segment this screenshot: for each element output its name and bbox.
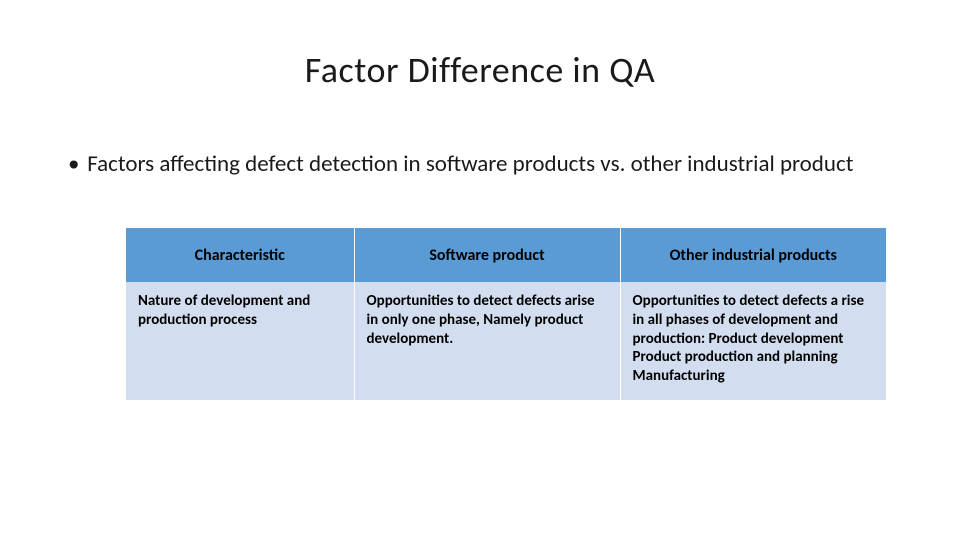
table-cell-software: Opportunities to detect defects arise in… — [354, 282, 620, 400]
comparison-table: Characteristic Software product Other in… — [126, 228, 886, 400]
table-header-cell: Other industrial products — [620, 228, 886, 282]
slide: Factor Difference in QA • Factors affect… — [0, 0, 960, 540]
table-header-row: Characteristic Software product Other in… — [126, 228, 886, 282]
table-row: Nature of development and production pro… — [126, 282, 886, 400]
table-header-cell: Characteristic — [126, 228, 354, 282]
bullet-text: Factors affecting defect detection in so… — [87, 150, 877, 179]
slide-title: Factor Difference in QA — [0, 0, 960, 92]
table-cell-other: Opportunities to detect defects a rise i… — [620, 282, 886, 400]
table-header-cell: Software product — [354, 228, 620, 282]
bullet-marker: • — [68, 150, 82, 179]
bullet-item: • Factors affecting defect detection in … — [68, 150, 888, 179]
table-cell-characteristic: Nature of development and production pro… — [126, 282, 354, 400]
